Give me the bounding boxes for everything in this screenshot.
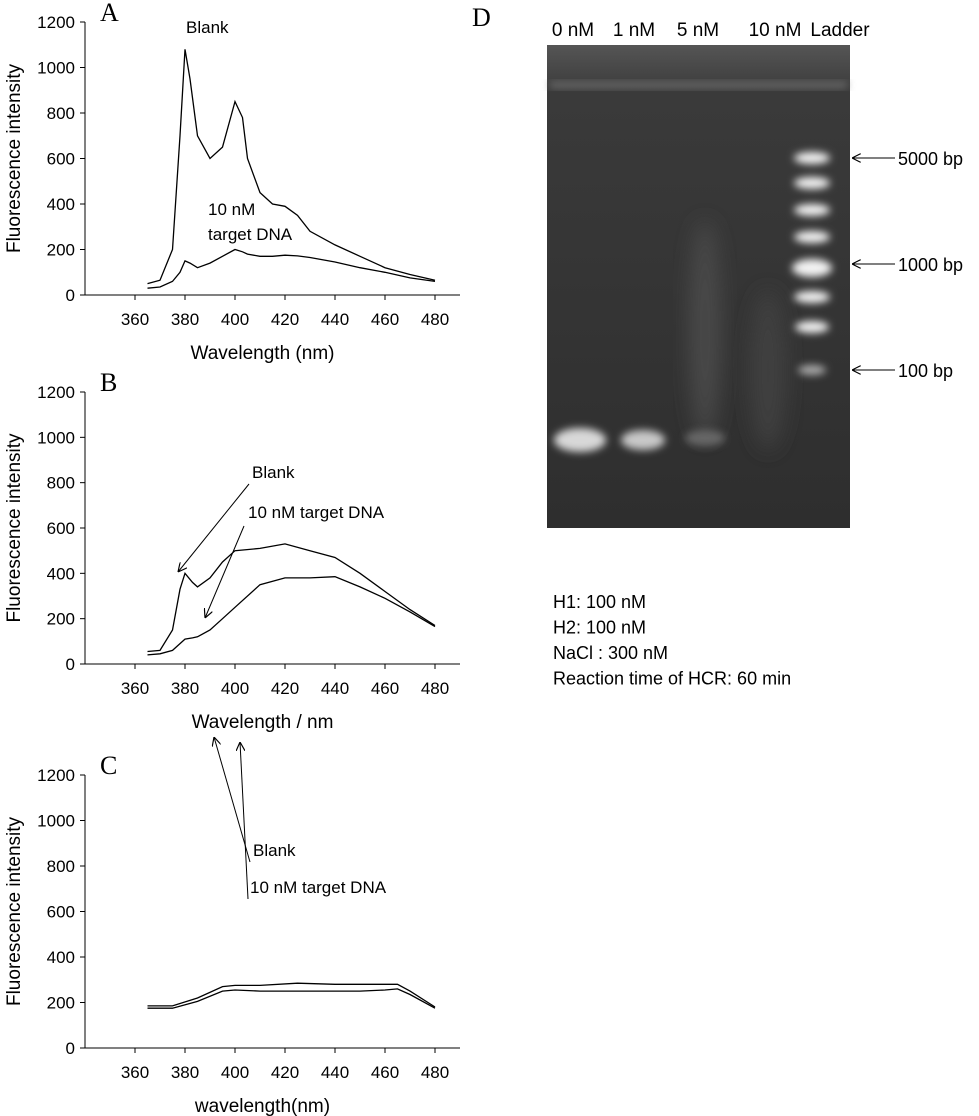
annotation: Blank [252,463,295,482]
x-tick-label: 460 [371,310,399,329]
y-axis-label: Fluorescence intensity [4,433,25,623]
condition: NaCl : 300 nM [553,643,668,663]
y-tick-label: 1200 [37,383,75,402]
marker-label: 100 bp [898,361,953,381]
x-tick-label: 460 [371,1063,399,1082]
x-axis-label: Wavelength (nm) [191,343,335,364]
panel-label: A [100,0,119,27]
x-tick-label: 380 [171,310,199,329]
x-tick-label: 420 [271,310,299,329]
y-tick-label: 400 [47,564,75,583]
lane-label: 10 nM [749,20,802,41]
lane-label: 5 nM [677,20,719,41]
data-line [147,248,436,289]
x-tick-label: 440 [321,1063,349,1082]
y-tick-label: 1200 [37,13,75,32]
x-tick-label: 440 [321,310,349,329]
y-tick-label: 200 [47,610,75,629]
condition: H1: 100 nM [553,592,646,612]
lane-label: 1 nM [613,20,655,41]
x-tick-label: 360 [121,1063,149,1082]
x-tick-label: 380 [171,1063,199,1082]
annotation: Blank [186,18,229,37]
y-axis-label: Fluorescence intensity [4,816,25,1006]
x-tick-label: 420 [271,1063,299,1082]
x-tick-label: 400 [221,1063,249,1082]
data-line [147,576,436,656]
y-tick-label: 600 [47,150,75,169]
y-tick-label: 400 [47,948,75,967]
marker-label: 5000 bp [898,149,963,169]
x-tick-label: 380 [171,679,199,698]
condition: H2: 100 nM [553,618,646,638]
data-line [147,49,436,285]
x-tick-label: 480 [421,310,449,329]
y-tick-label: 0 [66,1039,75,1058]
y-tick-label: 600 [47,903,75,922]
y-tick-label: 400 [47,195,75,214]
annotation-arrow [214,737,251,863]
panel-label: B [100,368,117,397]
x-tick-label: 460 [371,679,399,698]
annotation-arrow [178,483,250,572]
lane-label: Ladder [810,20,870,41]
panel-label: D [472,3,491,32]
condition: Reaction time of HCR: 60 min [553,669,791,689]
data-line [147,543,436,653]
y-tick-label: 0 [66,286,75,305]
y-axis-label: Fluorescence intensity [4,63,25,253]
x-tick-label: 400 [221,310,249,329]
annotation-arrow [240,742,249,900]
lane-label: 0 nM [552,20,594,41]
y-tick-label: 600 [47,519,75,538]
y-tick-label: 200 [47,994,75,1013]
x-axis-label: Wavelength / nm [192,712,334,733]
y-tick-label: 1000 [37,812,75,831]
x-tick-label: 420 [271,679,299,698]
y-tick-label: 1000 [37,428,75,447]
x-tick-label: 360 [121,310,149,329]
data-line [147,982,436,1008]
x-tick-label: 480 [421,679,449,698]
annotation: Blank [253,841,296,860]
y-tick-label: 0 [66,655,75,674]
marker-label: 1000 bp [898,255,963,275]
x-tick-label: 400 [221,679,249,698]
data-line [147,988,436,1009]
gel-image [547,45,850,528]
y-tick-label: 200 [47,241,75,260]
x-tick-label: 440 [321,679,349,698]
annotation-arrow [205,525,245,618]
annotation: 10 nM [208,200,255,219]
annotation: 10 nM target DNA [248,503,385,522]
y-tick-label: 1000 [37,59,75,78]
x-tick-label: 360 [121,679,149,698]
annotation: 10 nM target DNA [250,878,387,897]
x-tick-label: 480 [421,1063,449,1082]
y-tick-label: 1200 [37,766,75,785]
x-axis-label: wavelength(nm) [194,1096,330,1116]
panel-label: C [100,751,117,780]
y-tick-label: 800 [47,857,75,876]
y-tick-label: 800 [47,474,75,493]
y-tick-label: 800 [47,104,75,123]
annotation: target DNA [208,225,293,244]
